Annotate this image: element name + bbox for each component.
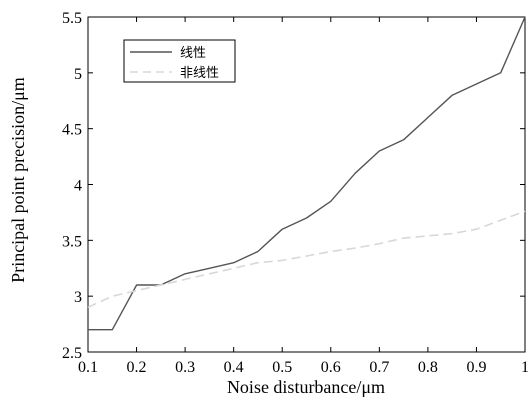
- x-tick-label: 0.1: [78, 359, 98, 376]
- x-tick-label: 0.3: [175, 359, 195, 376]
- x-tick-label: 0.8: [418, 359, 438, 376]
- y-tick-label: 4.5: [62, 122, 82, 139]
- x-tick-label: 0.9: [466, 359, 486, 376]
- y-tick-label: 4: [74, 178, 82, 195]
- y-tick-label: 5: [74, 66, 82, 83]
- series-line-nonlinear: [87, 210, 526, 309]
- y-tick-label: 3.5: [62, 233, 82, 250]
- x-tick-label: 0.4: [224, 359, 244, 376]
- x-tick-label: 0.2: [127, 359, 147, 376]
- x-tick-label: 0.7: [369, 359, 389, 376]
- legend: 线性 非线性: [123, 39, 236, 83]
- x-axis: 0.1 0.2 0.3 0.4 0.5 0.6 0.7 0.8 0.9 1: [78, 17, 529, 376]
- y-tick-label: 2.5: [62, 345, 82, 362]
- y-tick-label: 5.5: [62, 10, 82, 27]
- x-tick-label: 0.5: [272, 359, 292, 376]
- x-tick-label: 1: [521, 359, 529, 376]
- legend-box: [123, 39, 236, 83]
- y-tick-label: 3: [74, 289, 82, 306]
- legend-label-linear: 线性: [180, 46, 206, 61]
- y-axis: 2.5 3 3.5 4 4.5 5 5.5: [62, 10, 525, 362]
- legend-label-nonlinear: 非线性: [180, 66, 219, 81]
- x-tick-label: 0.6: [321, 359, 341, 376]
- y-axis-title: Principal point precision/μm: [8, 77, 28, 283]
- series-layer: [87, 16, 526, 331]
- x-axis-title: Noise disturbance/μm: [227, 377, 385, 397]
